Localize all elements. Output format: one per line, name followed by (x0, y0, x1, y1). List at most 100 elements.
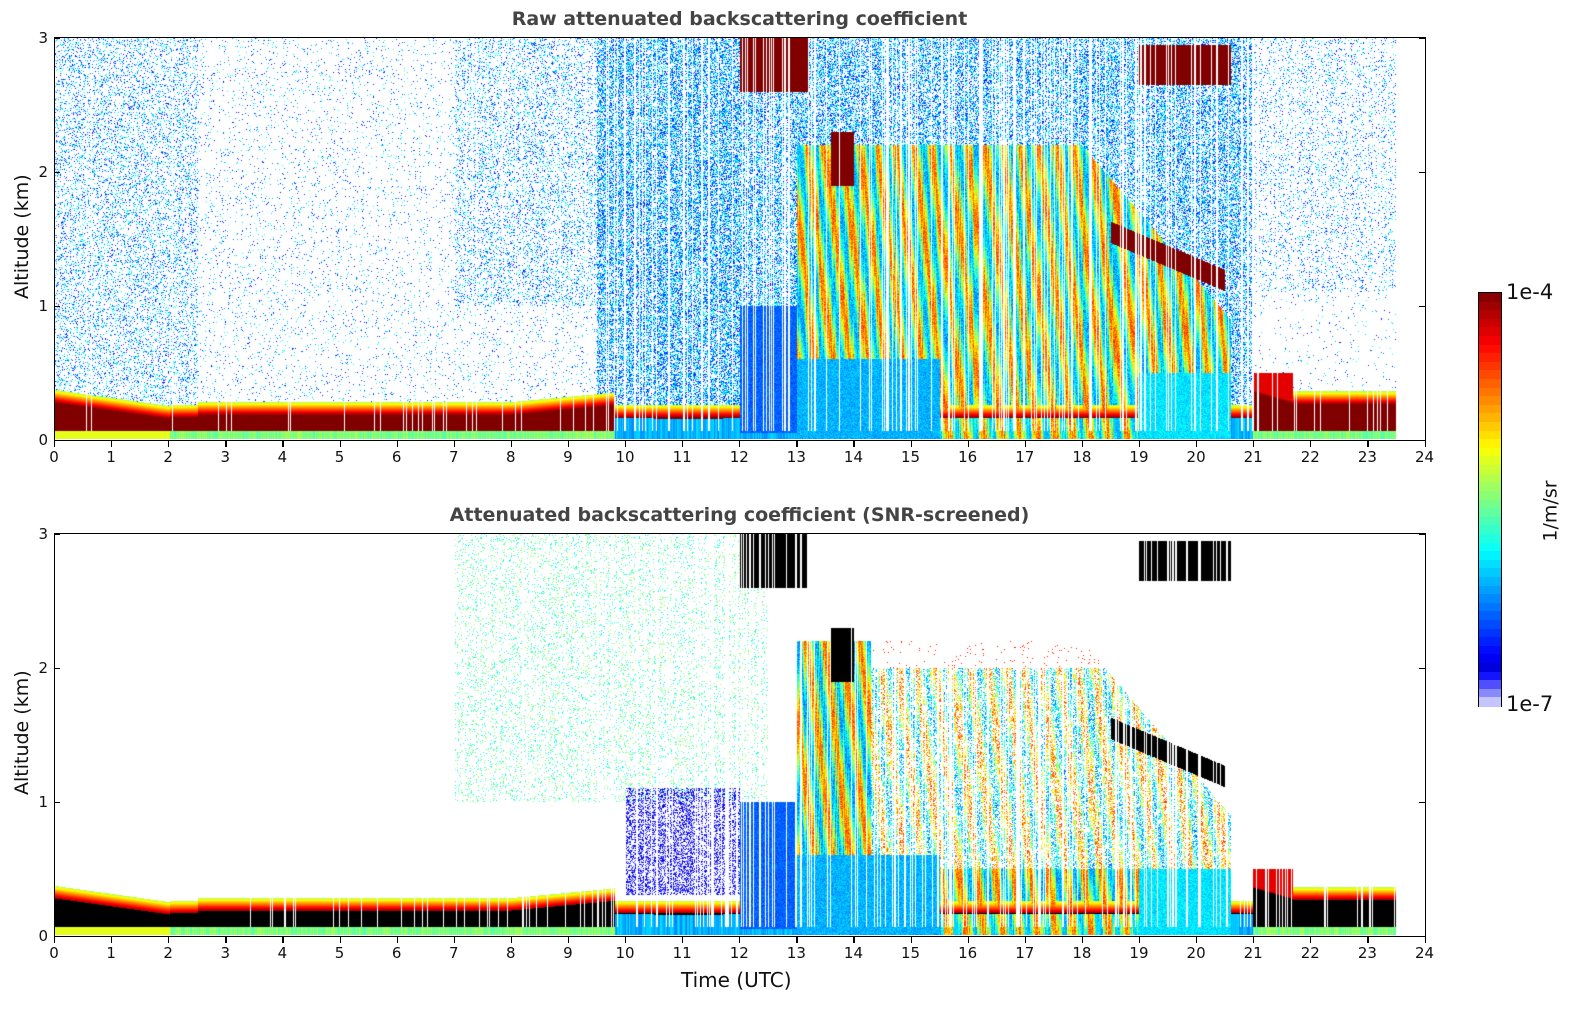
x-tick-label: 13 (786, 448, 806, 466)
colorbar-segment (1479, 628, 1501, 639)
colorbar-max-label: 1e-4 (1506, 280, 1554, 304)
y-tick-label: 3 (38, 524, 48, 543)
x-tick-label: 24 (1414, 448, 1435, 466)
x-tick-label: 12 (729, 944, 749, 962)
colorbar-segment (1479, 568, 1501, 579)
colorbar-segment (1479, 370, 1501, 381)
x-tick-label: 21 (1243, 944, 1263, 962)
colorbar-segment (1479, 353, 1501, 364)
x-tick (339, 441, 341, 447)
x-tick (682, 441, 684, 447)
x-tick-label: 18 (1072, 448, 1092, 466)
x-tick (567, 937, 570, 943)
x-tick-label: 1 (106, 944, 116, 962)
y-tick-right (1419, 801, 1425, 804)
x-tick (510, 937, 513, 943)
x-tick (853, 937, 855, 943)
y-tick (54, 936, 60, 938)
x-tick (1138, 441, 1141, 447)
x-tick-label: 1 (106, 448, 116, 466)
x-tick (1367, 937, 1369, 943)
x-tick-label: 7 (448, 944, 459, 962)
y-tick-right (1419, 533, 1425, 535)
x-tick-label: 8 (506, 448, 516, 466)
x-tick-label: 14 (843, 944, 863, 962)
y-tick-right (1419, 171, 1425, 173)
x-tick (1024, 937, 1026, 943)
colorbar-segment (1479, 413, 1501, 424)
colorbar-segment (1479, 396, 1501, 407)
x-tick (1367, 441, 1369, 447)
x-tick (967, 441, 969, 447)
x-tick-label: 0 (49, 448, 59, 466)
colorbar-segment (1479, 336, 1501, 346)
x-tick (396, 441, 398, 447)
y-tick-right (1419, 440, 1425, 442)
x-tick (910, 937, 912, 943)
x-tick (796, 937, 798, 943)
x-tick (1138, 937, 1141, 943)
x-tick (853, 441, 855, 447)
x-tick (225, 441, 227, 447)
colorbar-segment (1479, 680, 1501, 691)
x-tick (1081, 937, 1084, 943)
x-tick (453, 441, 455, 447)
x-tick-label: 10 (615, 448, 635, 466)
x-tick-label: 15 (901, 944, 921, 962)
x-tick (625, 937, 627, 943)
colorbar-segment (1479, 465, 1501, 475)
top-y-axis-label: Altitude (km) (11, 174, 33, 299)
x-tick-label: 16 (958, 448, 978, 466)
y-tick-label: 2 (38, 162, 48, 181)
x-tick (739, 441, 741, 447)
x-tick (282, 441, 284, 447)
colorbar-segment (1479, 310, 1501, 321)
y-tick-label: 1 (38, 296, 48, 315)
y-tick-right (1419, 37, 1425, 39)
x-tick (796, 441, 798, 447)
x-tick-label: 23 (1357, 944, 1377, 962)
colorbar-segment (1479, 301, 1501, 312)
y-tick (54, 171, 60, 173)
x-tick-label: 15 (901, 448, 921, 466)
x-tick-label: 17 (1015, 448, 1035, 466)
colorbar-segment (1479, 499, 1501, 510)
colorbar-segment (1479, 602, 1501, 613)
x-tick-label: 12 (729, 448, 749, 466)
colorbar-segment (1479, 422, 1501, 432)
x-tick (682, 937, 684, 943)
bottom-heatmap-plot (54, 533, 1426, 937)
x-tick (967, 937, 969, 943)
x-tick-label: 6 (391, 448, 402, 466)
bottom-y-axis-label: Altitude (km) (11, 670, 33, 795)
top-chart-title: Raw attenuated backscattering coefficien… (511, 8, 968, 30)
x-tick-label: 22 (1300, 944, 1320, 962)
x-tick-label: 19 (1129, 448, 1149, 466)
colorbar-segment (1479, 654, 1501, 665)
x-tick (1024, 441, 1026, 447)
colorbar-segment (1479, 594, 1501, 604)
x-tick-label: 4 (277, 944, 288, 962)
y-tick (54, 37, 60, 39)
colorbar (1478, 292, 1502, 708)
colorbar-segment (1479, 637, 1501, 647)
colorbar-segment (1479, 551, 1501, 561)
y-tick-label: 0 (38, 431, 48, 449)
colorbar-segment (1479, 293, 1501, 303)
x-tick-label: 5 (334, 448, 345, 466)
x-tick (1424, 441, 1426, 447)
y-tick-label: 2 (38, 658, 48, 677)
colorbar-segment (1479, 619, 1501, 630)
x-tick (396, 937, 398, 943)
x-axis-label: Time (UTC) (681, 968, 792, 992)
x-tick-label: 13 (786, 944, 806, 962)
x-tick-label: 11 (672, 944, 692, 962)
x-tick-label: 23 (1357, 448, 1377, 466)
x-tick-label: 14 (843, 448, 863, 466)
x-tick (739, 937, 741, 943)
x-tick (453, 937, 455, 943)
x-tick-label: 9 (563, 448, 573, 466)
x-tick (168, 937, 170, 943)
x-tick-label: 2 (163, 448, 173, 466)
x-tick (282, 937, 284, 943)
